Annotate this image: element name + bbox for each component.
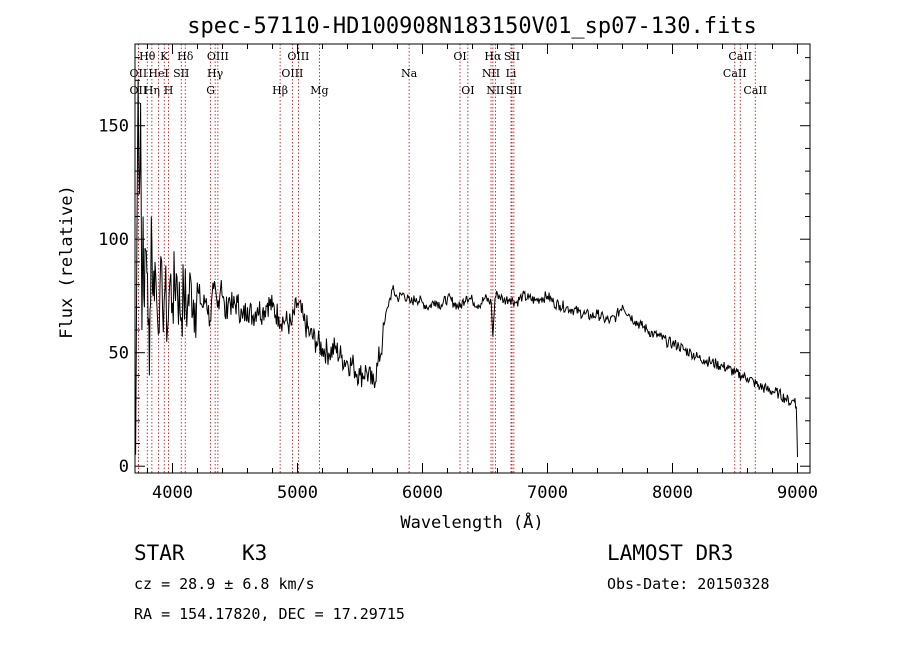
redshift-velocity: cz = 28.9 ± 6.8 km/s (134, 575, 315, 593)
y-tick-label-0: 0 (119, 457, 129, 477)
axis-ticks: 4000 5000 6000 7000 8000 9000 0 50 100 150 (98, 44, 818, 503)
line-label-bottom-9: CaII (743, 84, 767, 97)
line-label-top-5: OI (453, 50, 466, 63)
y-tick-label-3: 150 (98, 117, 129, 137)
x-tick-label-2: 6000 (402, 483, 443, 503)
object-class: STAR (134, 541, 185, 565)
line-label-top-4: OIII (287, 50, 309, 63)
x-tick-label-3: 7000 (527, 483, 568, 503)
flux-line (135, 80, 798, 458)
x-tick-label-0: 4000 (152, 483, 193, 503)
line-label-middle-4: OIII (281, 67, 303, 80)
coordinates: RA = 154.17820, DEC = 17.29715 (134, 605, 405, 623)
line-label-bottom-5: Mg (310, 84, 328, 97)
line-label-bottom-3: G (206, 84, 215, 97)
line-label-top-6: Hα (484, 50, 502, 63)
line-label-bottom-2: H (164, 84, 174, 97)
line-label-middle-7: Li (506, 67, 517, 80)
chart-title: spec-57110-HD100908N183150V01_sp07-130.f… (187, 14, 757, 39)
observation-date: Obs-Date: 20150328 (607, 575, 770, 593)
spectral-line-markers (137, 44, 756, 473)
flux-series (135, 80, 798, 458)
x-tick-label-4: 8000 (652, 483, 693, 503)
survey-name: LAMOST DR3 (607, 541, 733, 565)
plot-frame (134, 43, 811, 474)
line-label-middle-8: CaII (723, 67, 747, 80)
line-label-top-7: SII (504, 50, 520, 63)
line-label-top-1: K (160, 50, 169, 63)
line-label-top-2: Hδ (177, 50, 194, 63)
line-label-bottom-7: NII (486, 84, 504, 97)
x-tick-label-5: 9000 (777, 483, 818, 503)
line-label-bottom-0: OII (130, 84, 148, 97)
y-axis-title: Flux (relative) (57, 185, 77, 339)
line-label-middle-1: HeI (148, 67, 168, 80)
line-label-middle-5: Na (401, 67, 418, 80)
x-axis-title: Wavelength (Å) (400, 511, 543, 533)
spectral-subclass: K3 (242, 541, 267, 565)
y-tick-label-2: 100 (98, 230, 129, 250)
line-label-middle-3: Hγ (207, 67, 224, 80)
line-label-middle-6: NII (482, 67, 500, 80)
line-label-middle-2: SII (173, 67, 189, 80)
line-label-bottom-1: Hη (144, 84, 160, 97)
line-label-top-3: OIII (207, 50, 229, 63)
line-label-top-8: CaII (728, 50, 752, 63)
line-label-bottom-4: Hβ (272, 84, 288, 97)
line-label-bottom-6: OI (461, 84, 474, 97)
x-tick-label-1: 5000 (277, 483, 318, 503)
line-label-middle-0: OII (130, 67, 148, 80)
line-label-bottom-8: SII (506, 84, 522, 97)
y-tick-label-1: 50 (109, 344, 129, 364)
line-label-top-0: Hθ (139, 50, 156, 63)
